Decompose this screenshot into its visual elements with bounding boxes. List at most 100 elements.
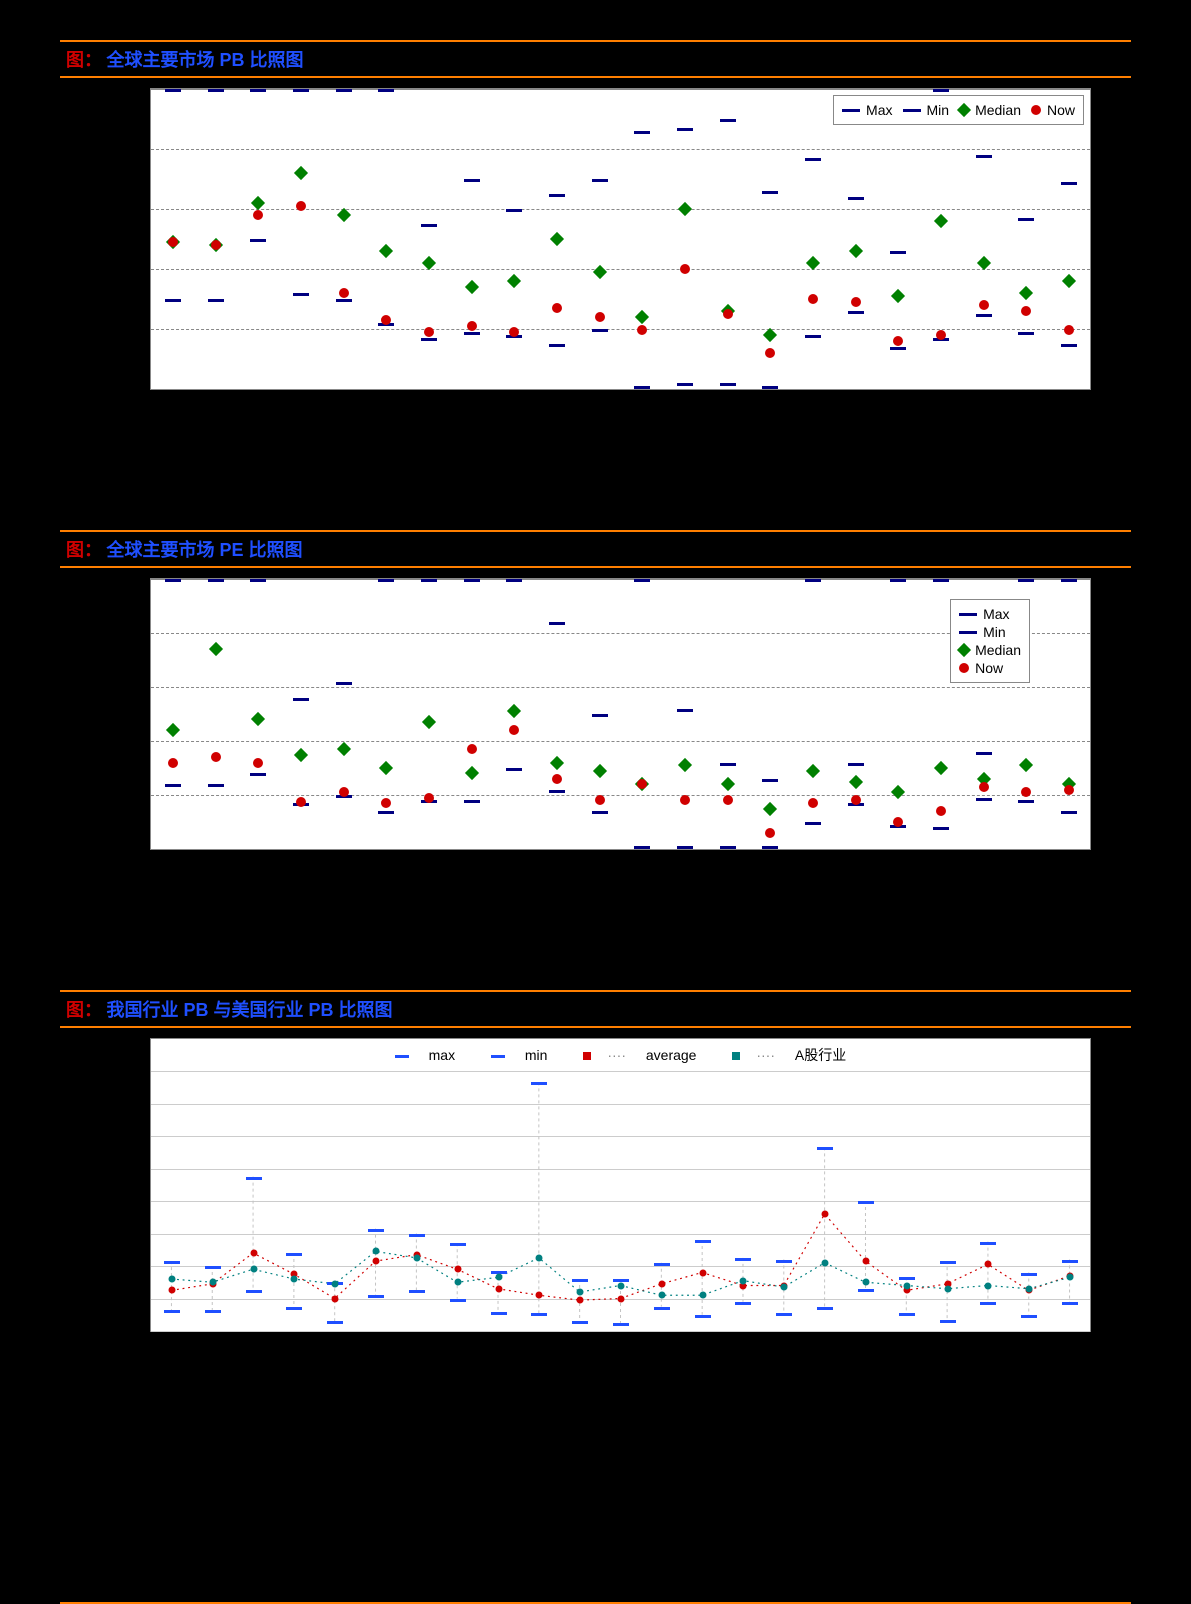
xlabel: 电信业务 xyxy=(692,1336,712,1392)
xlabel: 墨西哥 xyxy=(974,394,994,436)
ytick: 2.0 xyxy=(101,261,147,277)
xlabel: 资本品 xyxy=(201,1336,221,1378)
xlabel: 家庭与个人用品 xyxy=(856,1336,876,1434)
ytick: 14.00 xyxy=(101,1096,147,1112)
xlabel: 德国DAX xyxy=(461,854,481,911)
title-text: 全球主要市场 PB 比照图 xyxy=(106,50,303,70)
xlabel: 食品与主要用品零售 xyxy=(733,1336,753,1462)
xlabel: 德国DAX xyxy=(461,394,481,451)
legend-max: max xyxy=(429,1047,455,1063)
xlabel: 泰国 xyxy=(1060,854,1080,882)
chart3-xlabels: 能源 资本品 制药、生物科技和生命科学 技术硬件与设备 综合金融 软件与服务 食品、饮料与烟… xyxy=(150,1332,1091,1502)
xlabel: 法国CAC xyxy=(418,394,438,452)
xlabel: 泰国 xyxy=(1060,394,1080,422)
xlabel: 日经225 xyxy=(504,394,524,445)
ytick: 0.0 xyxy=(101,381,147,397)
xlabel: 俄罗斯RTS xyxy=(760,854,780,924)
xlabel: 道琼斯工业 xyxy=(290,394,310,464)
title-prefix: 图： xyxy=(66,50,102,70)
xlabel: 阿根廷 xyxy=(931,854,951,896)
xlabel: 医疗保健设备与服务 xyxy=(447,1336,467,1462)
xlabel: 耐用消费品与服装 xyxy=(1020,1336,1040,1448)
xlabel: 深圳成指 xyxy=(247,394,267,450)
xlabel: 恒生指数 xyxy=(589,854,609,910)
chart2-title: 图： 全球主要市场 PE 比照图 xyxy=(60,530,1131,568)
section-pb-global: 图： 全球主要市场 PB 比照图 0.01.02.03.04.05.0MaxMi… xyxy=(60,40,1131,500)
xlabel: 印尼 xyxy=(803,394,823,422)
xlabel: 俄罗斯RTS xyxy=(760,394,780,464)
chart2-plot: 0.010.020.030.040.050.0MaxMinMedianNow xyxy=(150,578,1091,850)
xlabel: 消费者服务 xyxy=(979,1336,999,1406)
ytick: 6.00 xyxy=(101,1226,147,1242)
ytick: 0.00 xyxy=(101,1323,147,1339)
xlabel: 土耳其 xyxy=(889,394,909,436)
xlabel: 沪深300 xyxy=(161,854,181,905)
xlabel: 能源 xyxy=(160,1336,180,1364)
xlabel: 软件与服务 xyxy=(365,1336,385,1406)
title-text: 我国行业 PB 与美国行业 PB 比照图 xyxy=(106,1000,392,1020)
ytick: 40.0 xyxy=(101,625,147,641)
xlabel: 标普500 xyxy=(332,394,352,445)
xlabel: 韩国KOSPI200 xyxy=(632,394,652,488)
xlabel: 深圳成指 xyxy=(247,854,267,910)
xlabel: 澳大利亚 xyxy=(546,394,566,450)
legend-avg: average xyxy=(646,1047,697,1063)
xlabel: 运输 xyxy=(897,1336,917,1364)
xlabel: 法国CAC xyxy=(418,854,438,912)
chart1-xlabels: 沪深300上证综合深圳成指道琼斯工业标普500富时100法国CAC德国DAX日经… xyxy=(150,390,1091,500)
xlabel: 技术硬件与设备 xyxy=(283,1336,303,1434)
ytick: 16.00 xyxy=(101,1063,147,1079)
xlabel: 上证综合 xyxy=(204,854,224,910)
page: 图： 全球主要市场 PB 比照图 0.01.02.03.04.05.0MaxMi… xyxy=(0,0,1191,1592)
xlabel: 印尼 xyxy=(803,854,823,882)
chart1-plot: 0.01.02.03.04.05.0MaxMinMedianNow xyxy=(150,88,1091,390)
xlabel: 阿根廷 xyxy=(931,394,951,436)
ytick: 30.0 xyxy=(101,679,147,695)
ytick: 10.00 xyxy=(101,1161,147,1177)
ytick: 20.0 xyxy=(101,733,147,749)
chart1-title: 图： 全球主要市场 PB 比照图 xyxy=(60,40,1131,78)
xlabel: 房地产 xyxy=(938,1336,958,1378)
xlabel: 印度NIFTY xyxy=(675,394,695,462)
ytick: 8.00 xyxy=(101,1193,147,1209)
xlabel: 富时100 xyxy=(375,854,395,905)
ytick: 4.0 xyxy=(101,141,147,157)
chart2-xlabels: 沪深300上证综合深圳成指道琼斯工业标普500富时100法国CAC德国DAX日经… xyxy=(150,850,1091,960)
xlabel: 半导体产品与设备 xyxy=(815,1336,835,1448)
xlabel: 巴西圣保罗 xyxy=(717,394,737,464)
chart3-title: 图： 我国行业 PB 与美国行业 PB 比照图 xyxy=(60,990,1131,1028)
xlabel: 媒体 xyxy=(774,1336,794,1364)
xlabel: 墨西哥 xyxy=(974,854,994,896)
xlabel: 保险 xyxy=(570,1336,590,1364)
xlabel: 商业服务与商业用品 xyxy=(1061,1336,1081,1462)
xlabel: 标普500 xyxy=(332,854,352,905)
xlabel: 公用事业 xyxy=(529,1336,549,1392)
ytick: 0.0 xyxy=(101,841,147,857)
ytick: 2.00 xyxy=(101,1291,147,1307)
xlabel: 银行 xyxy=(611,1336,631,1364)
xlabel: 日经225 xyxy=(504,854,524,905)
ytick: 1.0 xyxy=(101,321,147,337)
xlabel: 上证综合 xyxy=(204,394,224,450)
ytick: 10.0 xyxy=(101,787,147,803)
legend: MaxMinMedianNow xyxy=(833,95,1084,125)
xlabel: 南非 xyxy=(846,854,866,882)
xlabel: 食品、饮料与烟草 xyxy=(406,1336,426,1448)
title-prefix: 图： xyxy=(66,1000,102,1020)
xlabel: 原材料 xyxy=(488,1336,508,1378)
chart3-plot: max min ···· average ···· A股行业 0.002.004… xyxy=(150,1038,1091,1332)
ytick: 5.0 xyxy=(101,81,147,97)
chart3-inner-plot: 0.002.004.006.008.0010.0012.0014.0016.00 xyxy=(151,1071,1090,1331)
xlabel: 韩国KOSPI200 xyxy=(632,854,652,948)
xlabel: 菲律宾 xyxy=(1017,394,1037,436)
section-pe-global: 图： 全球主要市场 PE 比照图 0.010.020.030.040.050.0… xyxy=(60,530,1131,960)
legend-a: A股行业 xyxy=(795,1047,846,1063)
ytick: 3.0 xyxy=(101,201,147,217)
ytick: 50.0 xyxy=(101,571,147,587)
legend: MaxMinMedianNow xyxy=(950,599,1030,683)
xlabel: 土耳其 xyxy=(889,854,909,896)
xlabel: 澳大利亚 xyxy=(546,854,566,910)
title-text: 全球主要市场 PE 比照图 xyxy=(106,540,302,560)
xlabel: 综合金融 xyxy=(324,1336,344,1392)
xlabel: 制药、生物科技和生命科学 xyxy=(242,1336,262,1504)
